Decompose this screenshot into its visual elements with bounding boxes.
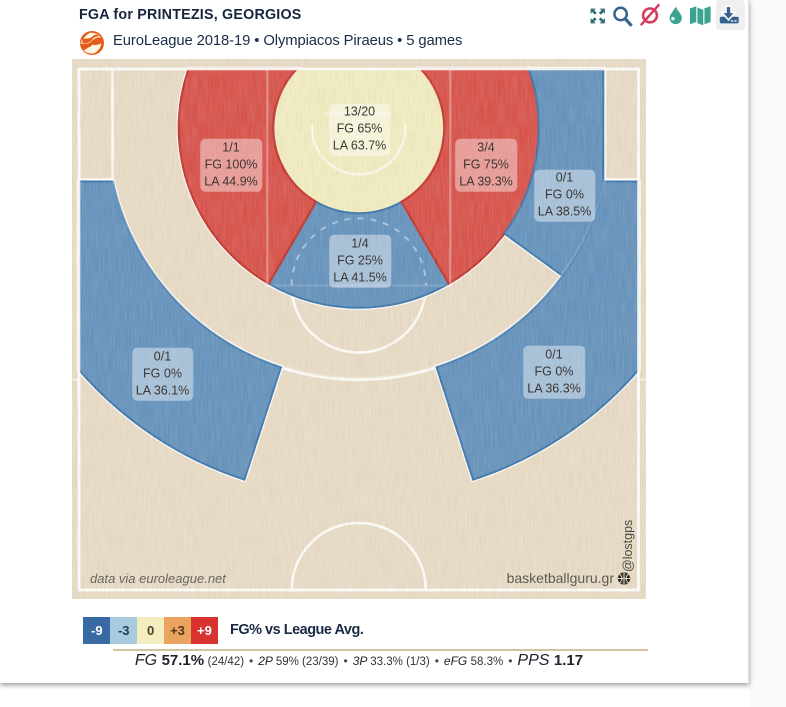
svg-text:basketballguru.gr: basketballguru.gr xyxy=(507,570,615,586)
svg-text:@lostgps: @lostgps xyxy=(621,520,635,572)
svg-text:data via euroleague.net: data via euroleague.net xyxy=(90,571,227,586)
